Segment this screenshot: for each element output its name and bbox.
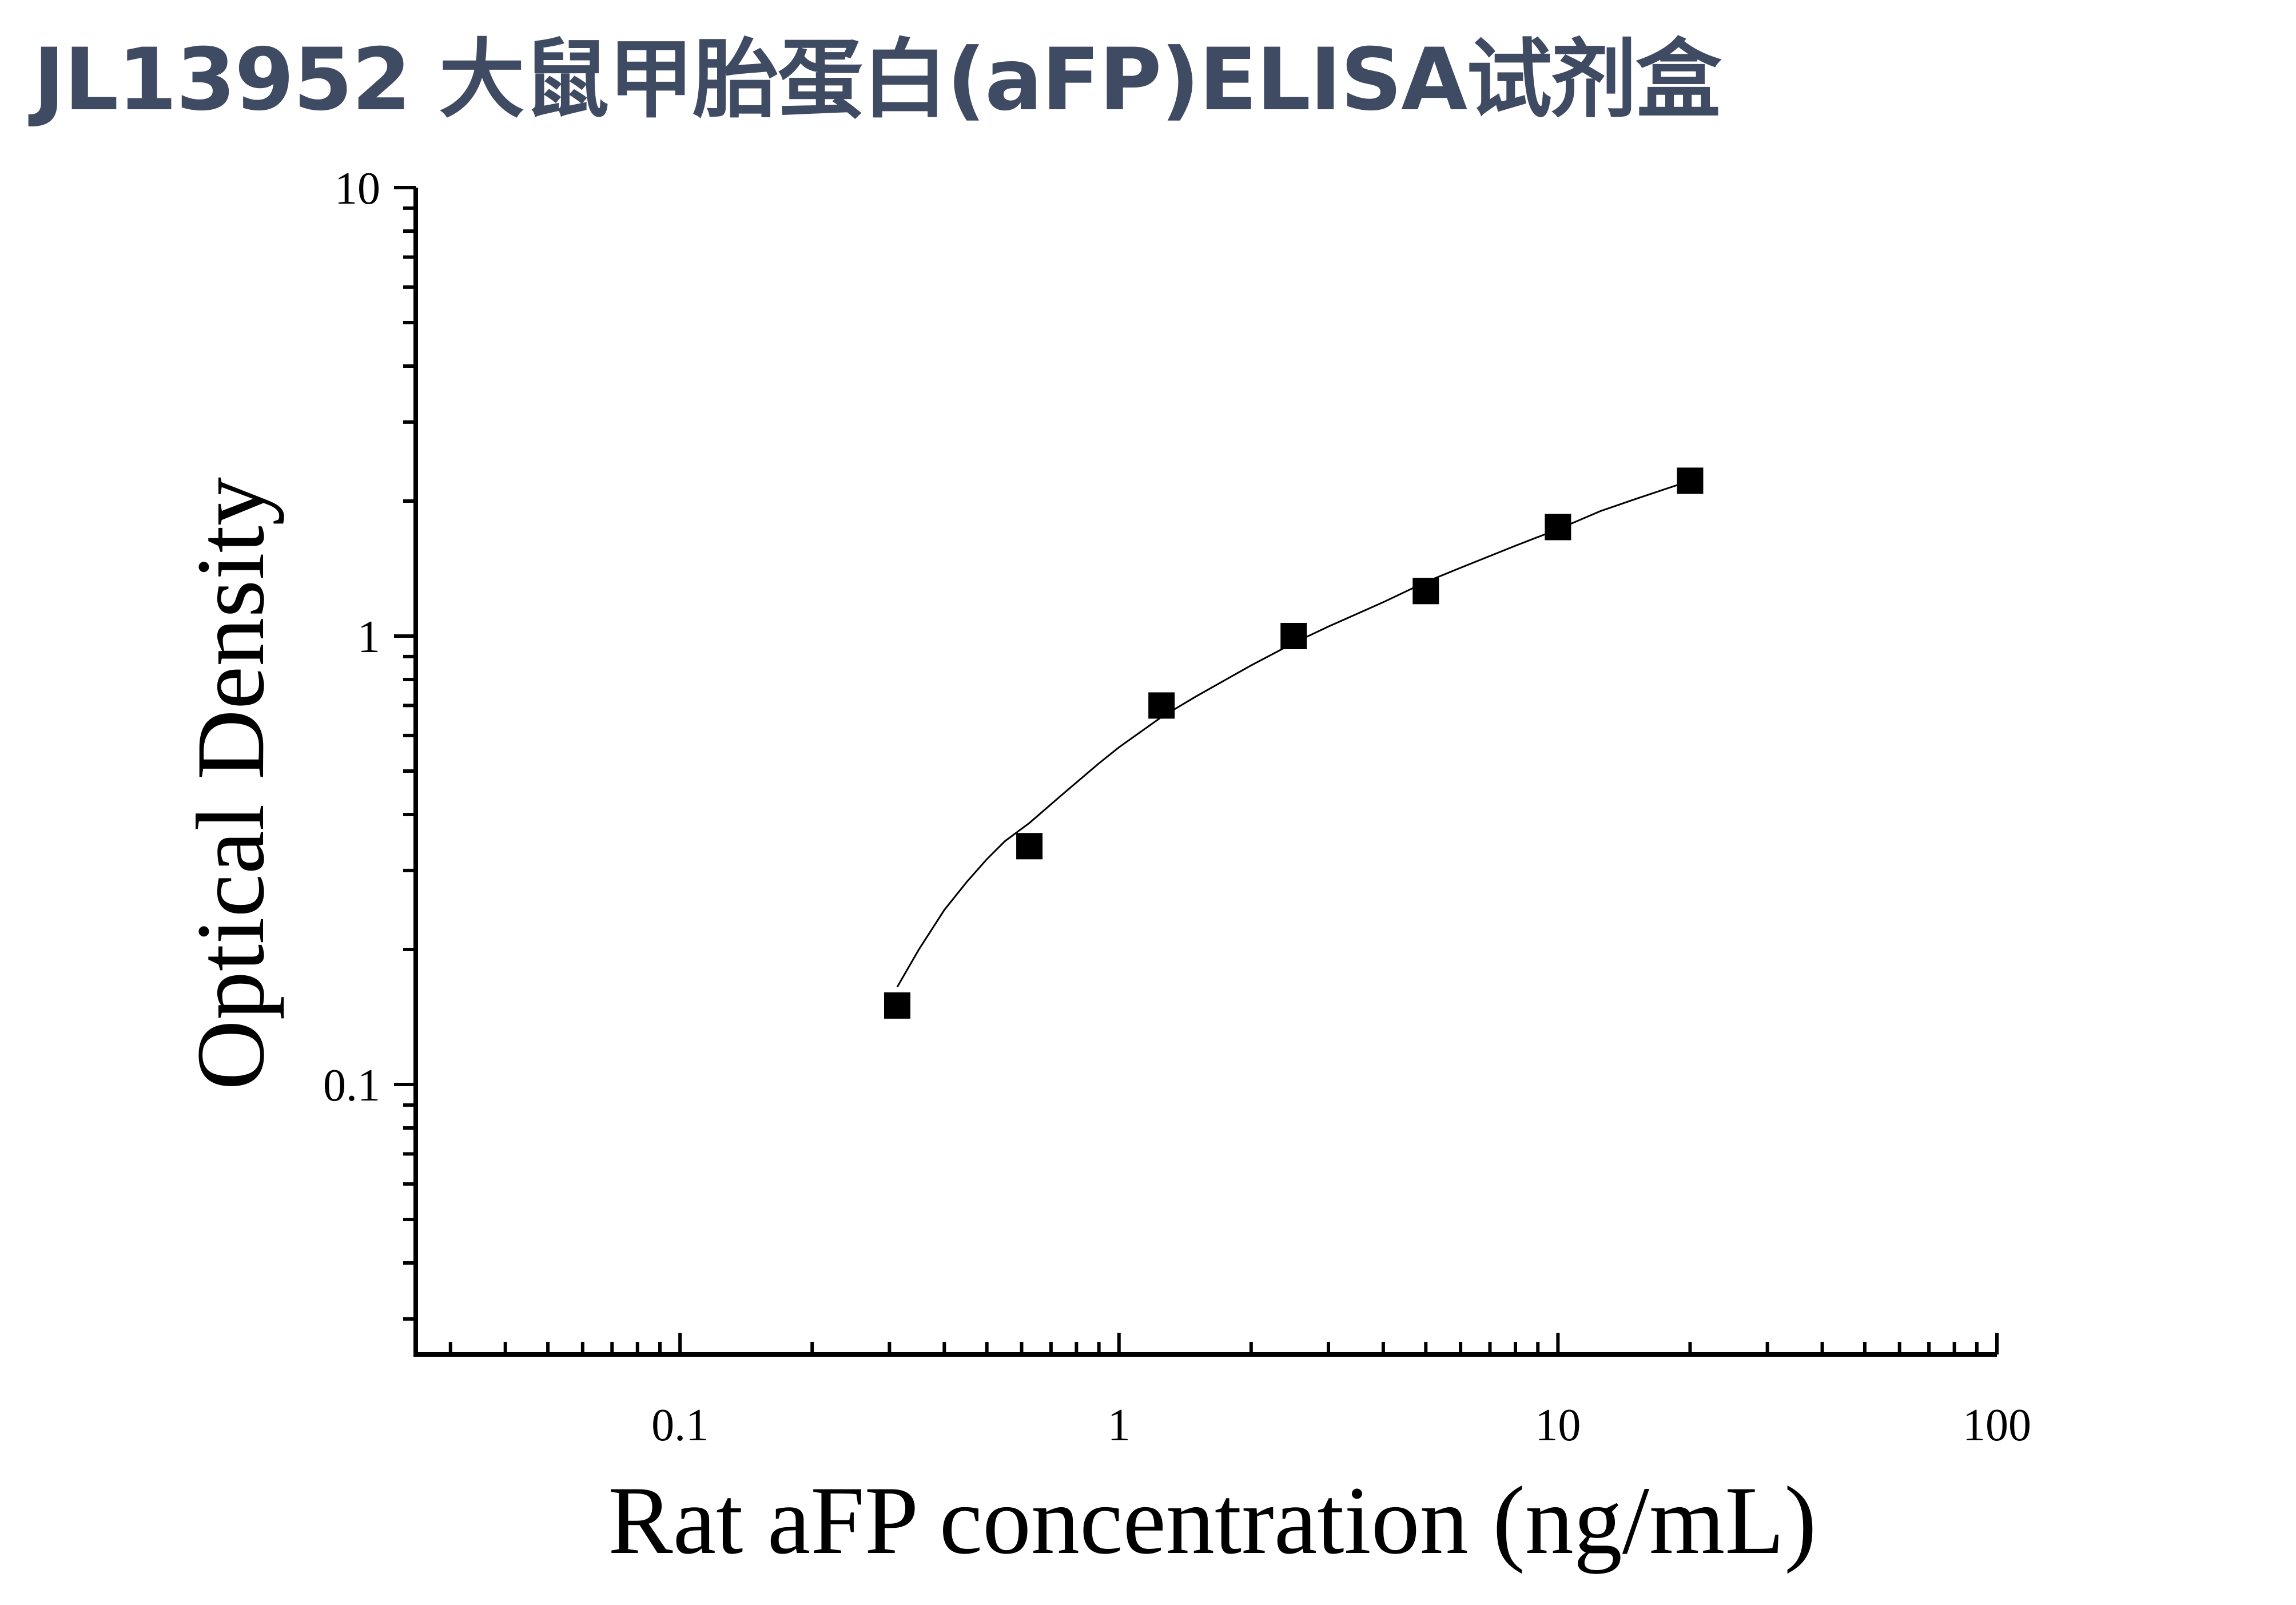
- data-point: [1016, 833, 1043, 860]
- x-tick-label: 1: [1108, 1400, 1131, 1451]
- y-axis-title: Optical Density: [177, 477, 284, 1090]
- fit-curve: [896, 480, 1690, 988]
- ticks: [394, 186, 1999, 1354]
- axes: [413, 188, 1997, 1357]
- data-point: [1545, 514, 1571, 541]
- data-point: [1148, 692, 1175, 719]
- fit-curve-layer: [896, 480, 1690, 988]
- data-point: [1280, 622, 1307, 649]
- data-point: [1412, 578, 1439, 605]
- y-tick-label: 10: [335, 164, 380, 214]
- y-tick-label: 0.1: [323, 1060, 380, 1111]
- y-tick-label: 1: [357, 612, 380, 662]
- page-title: JL13952 大鼠甲胎蛋白(aFP)ELISA试剂盒: [33, 30, 1721, 130]
- x-axis-title: Rat aFP concentration (ng/mL): [608, 1467, 1816, 1574]
- x-tick-label: 0.1: [651, 1400, 709, 1451]
- x-tick-label: 10: [1535, 1400, 1581, 1451]
- x-tick-label: 100: [1963, 1400, 2031, 1451]
- data-point: [884, 992, 911, 1019]
- data-point: [1677, 467, 1704, 494]
- tick-labels: 0.1 1 10 100 0.1 1 10: [323, 164, 2031, 1451]
- data-points: [884, 467, 1704, 1019]
